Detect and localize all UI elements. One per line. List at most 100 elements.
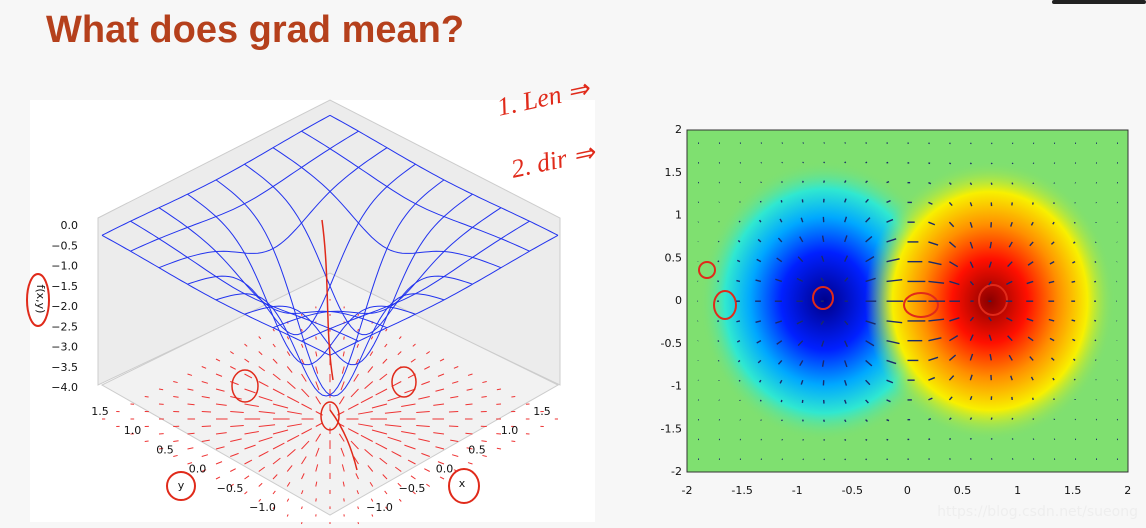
gradient-arrow: [1050, 241, 1055, 245]
gradient-arrow: [173, 454, 178, 457]
gradient-arrow: [379, 457, 388, 465]
y-axis-label: y: [178, 479, 185, 492]
gradient-arrow: [844, 438, 847, 441]
gradient-arrow: [988, 261, 992, 268]
gradient-arrow: [736, 320, 741, 323]
gradient-arrow: [286, 465, 293, 472]
gradient-arrow: [1094, 339, 1097, 342]
mesh-line: [329, 114, 559, 236]
gradient-arrow: [1032, 162, 1035, 165]
gradient-arrow: [416, 424, 430, 427]
gradient-arrow: [286, 366, 293, 373]
gradient-arrow: [1071, 280, 1076, 283]
gradient-arrow: [949, 317, 960, 322]
gradient-arrow: [448, 411, 459, 413]
gradient-arrow: [736, 279, 741, 283]
gradient-arrow: [843, 360, 848, 368]
gradient-arrow: [865, 340, 875, 347]
gradient-arrow: [775, 278, 783, 283]
annotation-circle: [903, 292, 939, 318]
gradient-arrow: [844, 161, 847, 164]
gradient-arrow: [258, 498, 262, 502]
gradient-arrow: [173, 381, 178, 384]
gradient-arrow: [821, 235, 825, 243]
z-tick-label: −2.5: [51, 320, 78, 333]
gradient-arrow: [272, 328, 275, 332]
y-tick-label: -1.5: [661, 422, 682, 435]
gradient-arrow: [1007, 335, 1013, 342]
gradient-arrow: [928, 356, 939, 362]
annotation-circle: [320, 401, 340, 431]
gradient-arrow: [451, 381, 459, 384]
gradient-arrow: [755, 279, 762, 283]
z-tick-label: −2.0: [51, 300, 78, 313]
gradient-arrow: [437, 461, 445, 465]
gradient-arrow: [341, 366, 345, 374]
gradient-arrow: [1048, 280, 1055, 284]
gradient-arrow: [258, 396, 273, 402]
z-tick-label: 0.0: [61, 219, 79, 232]
gradient-arrow: [757, 238, 762, 243]
gradient-arrow: [187, 373, 193, 376]
gradient-arrow: [990, 182, 993, 185]
gradient-arrow: [356, 343, 359, 348]
gradient-arrow: [433, 403, 445, 406]
gradient-arrow: [258, 466, 266, 472]
gradient-arrow: [424, 468, 430, 472]
gradient-arrow: [1011, 162, 1014, 165]
gradient-arrow: [391, 450, 402, 457]
gradient-arrow: [988, 316, 992, 322]
gradient-arrow: [401, 430, 416, 435]
y-tick-label: -0.5: [661, 337, 682, 350]
gradient-arrow: [969, 202, 973, 207]
gradient-arrow: [1052, 377, 1055, 381]
gradient-arrow: [482, 454, 487, 457]
gradient-arrow: [272, 474, 278, 480]
gradient-arrow: [865, 277, 876, 283]
gradient-arrow: [928, 221, 936, 226]
gradient-arrow: [738, 379, 741, 382]
gradient-arrow: [969, 182, 973, 186]
gradient-arrow: [777, 359, 783, 365]
y-tick-label: 0: [675, 294, 682, 307]
gradient-arrow: [421, 381, 430, 386]
x-tick-label: -2: [682, 484, 693, 497]
gradient-arrow: [301, 343, 304, 348]
gradient-arrow: [315, 381, 320, 391]
gradient-arrow: [755, 320, 762, 324]
gradient-arrow: [466, 447, 473, 450]
annotation-stroke: [329, 409, 358, 471]
gradient-arrow: [286, 448, 296, 457]
gradient-arrow: [928, 337, 942, 342]
gradient-arrow: [453, 366, 459, 369]
gradient-arrow: [1031, 202, 1034, 205]
gradient-arrow: [407, 459, 416, 465]
gradient-arrow: [371, 429, 388, 435]
gradient-arrow: [886, 320, 903, 324]
gradient-arrow: [387, 396, 402, 402]
gradient-arrow: [356, 490, 359, 495]
x-tick-label: -0.5: [842, 484, 863, 497]
gradient-arrow: [823, 419, 826, 422]
gradient-arrow: [398, 498, 402, 502]
gradient-arrow: [756, 258, 762, 263]
gradient-arrow: [301, 506, 303, 510]
gradient-arrow: [949, 437, 952, 441]
gradient-arrow: [799, 236, 804, 243]
gradient-arrow: [394, 466, 402, 472]
gradient-arrow: [928, 241, 939, 246]
gradient-arrow: [258, 450, 269, 457]
gradient-arrow: [301, 313, 303, 317]
gradient-arrow: [1072, 261, 1076, 264]
gradient-arrow: [781, 161, 783, 164]
gradient-arrow: [821, 360, 825, 367]
gradient-arrow: [737, 239, 741, 243]
gradient-arrow: [230, 438, 242, 442]
gradient-arrow: [823, 438, 826, 441]
corner-bar: [1052, 0, 1146, 4]
axes-pane: [97, 99, 561, 386]
gradient-arrow: [886, 339, 900, 345]
surface-plot: f(x,y) y x 0.0 −0.5 −1.0 −1.5 −2.0 −2.5 −3.0 −3…: [26, 99, 595, 525]
gradient-arrow: [886, 199, 891, 204]
gradient-arrow: [416, 411, 430, 414]
